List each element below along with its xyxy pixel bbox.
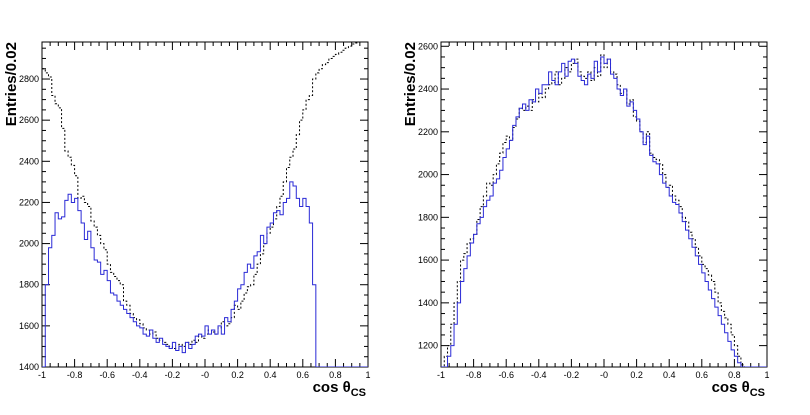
x-tick-label: -0.6 [498, 370, 514, 380]
x-tick-label: -0 [201, 370, 209, 380]
x-tick-label: 0.4 [663, 370, 676, 380]
y-tick-label: 2600 [19, 115, 39, 125]
plot-frame [440, 41, 768, 368]
chart-panel-2: -1 -0.8 -0.6 -0.4 -0.2 -0 0.2 0.4 0.6 0.8 1 1200 140… [402, 41, 770, 399]
x-tick-label: 1 [764, 370, 769, 380]
x-tick-label: 0.8 [728, 370, 741, 380]
y-tick-label: 2600 [418, 41, 438, 51]
y-tick-label: 1800 [19, 280, 39, 290]
histogram-series-solid [42, 181, 368, 367]
x-tick-label: 0.8 [329, 370, 342, 380]
x-tick-label: -0 [600, 370, 608, 380]
y-tick-label: 2000 [418, 170, 438, 180]
x-tick-label: -0.8 [466, 370, 482, 380]
chart-panel-1: -1 -0.8 -0.6 -0.4 -0.2 -0 0.2 0.4 0.6 0.8 1 1400 160… [3, 41, 371, 399]
x-tick-label: 0.2 [630, 370, 643, 380]
y-tick-label: 2200 [19, 197, 39, 207]
x-tick-label: 0.6 [696, 370, 709, 380]
y-tick-label: 2800 [19, 74, 39, 84]
x-tick-label: 0.4 [264, 370, 277, 380]
histogram-series-solid [441, 56, 767, 367]
y-axis-title: Entries/0.02 [402, 42, 419, 126]
y-tick-label: 1400 [418, 298, 438, 308]
x-tick-label: -0.4 [132, 370, 148, 380]
x-tick-label: -1 [437, 370, 445, 380]
x-tick-label: -0.8 [67, 370, 83, 380]
x-axis-title: cos θCS [313, 379, 366, 399]
y-tick-label: 2200 [418, 127, 438, 137]
x-tick-label: -0.6 [99, 370, 115, 380]
y-tick-label: 1800 [418, 212, 438, 222]
y-tick-label: 2000 [19, 239, 39, 249]
x-axis-title: cos θCS [712, 379, 765, 399]
y-tick-label: 1400 [19, 362, 39, 372]
x-tick-label: -0.2 [165, 370, 181, 380]
y-tick-label: 2400 [418, 84, 438, 94]
y-tick-label: 1200 [418, 341, 438, 351]
y-tick-label: 1600 [418, 255, 438, 265]
x-tick-label: -0.4 [531, 370, 547, 380]
y-tick-label: 2400 [19, 156, 39, 166]
y-tick-label: 1600 [19, 321, 39, 331]
histogram-series-dashed [441, 54, 767, 367]
x-tick-label: 0.2 [231, 370, 244, 380]
plot-frame [41, 41, 369, 368]
x-tick-label: 0.6 [297, 370, 310, 380]
x-tick-label: -1 [38, 370, 46, 380]
x-tick-label: -0.2 [564, 370, 580, 380]
y-axis-title: Entries/0.02 [3, 42, 20, 126]
histogram-series-dashed [42, 42, 368, 352]
x-tick-label: 1 [365, 370, 370, 380]
